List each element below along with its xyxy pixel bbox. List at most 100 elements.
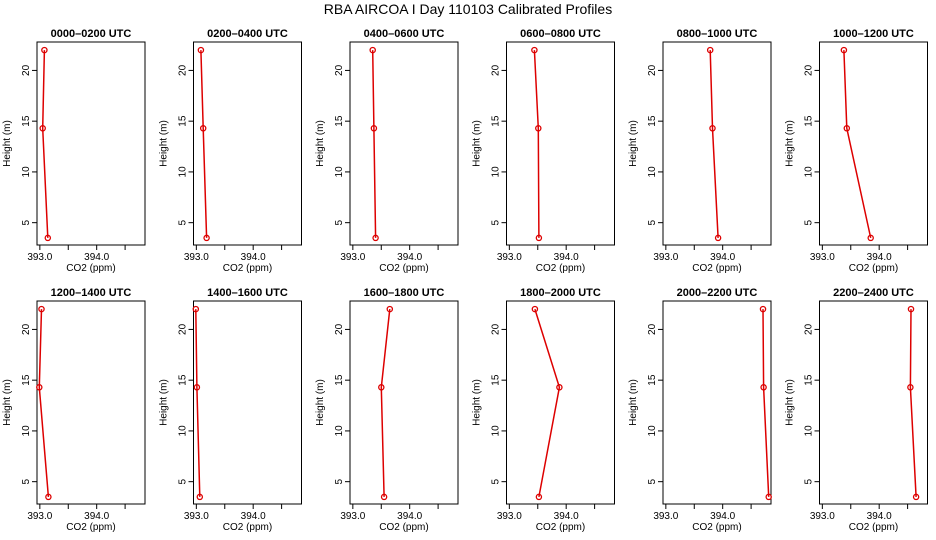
profile-line [38,309,50,497]
y-axis: 5 10 15 20 Height (m) [159,64,194,225]
panel-title: 0200–0400 UTC [207,28,288,40]
profile-line [533,50,540,238]
y-tick-label: 10 [491,166,502,178]
y-axis: 5 10 15 20 Height (m) [628,323,663,484]
y-axis-label: Height (m) [159,379,170,426]
x-tick-label: 394.0 [397,252,422,263]
x-tick-label: 393.0 [653,511,678,522]
profile-point [203,234,210,242]
y-tick-label: 20 [491,64,502,76]
profile-point [44,234,52,242]
y-tick-label: 10 [21,425,32,437]
profile-point [39,125,46,132]
y-tick-label: 10 [804,425,815,437]
y-tick-label: 5 [334,478,345,484]
profile-point [535,234,543,242]
x-tick-label: 393.0 [340,511,365,522]
profile-point [370,125,378,132]
profile-point [380,493,388,501]
profile-line [909,309,917,497]
y-tick-label: 20 [334,323,345,335]
profile-line [195,309,201,497]
profile-point [531,46,538,54]
y-tick-label: 20 [21,64,32,76]
x-tick-label: 393.0 [497,511,522,522]
x-tick-label: 393.0 [810,252,835,263]
y-axis-label: Height (m) [472,120,483,167]
y-tick-label: 5 [178,219,189,225]
y-tick-label: 15 [491,374,502,386]
x-tick-label: 394.0 [84,511,109,522]
profile-line [200,50,208,238]
y-tick-label: 15 [21,374,32,386]
y-axis: 5 10 15 20 Height (m) [2,64,37,225]
y-axis-label: Height (m) [315,120,326,167]
y-tick-label: 15 [491,115,502,127]
y-axis-label: Height (m) [628,120,639,167]
panel-title: 1200–1400 UTC [51,287,132,299]
panel-title: 0400–0600 UTC [364,28,445,40]
x-axis-label: CO2 (ppm) [379,522,428,533]
profile-point [907,384,914,391]
y-axis: 5 10 15 20 Height (m) [785,323,820,484]
x-tick-label: 394.0 [84,252,109,263]
profile-point [196,493,204,501]
y-tick-label: 5 [21,219,32,225]
y-tick-label: 5 [334,219,345,225]
x-axis-label: CO2 (ppm) [223,522,272,533]
y-tick-label: 5 [804,219,815,225]
y-axis: 5 10 15 20 Height (m) [785,64,820,225]
profile-line [762,309,770,497]
y-tick-label: 15 [334,374,345,386]
x-axis-label: CO2 (ppm) [66,263,115,274]
profile-point [197,46,205,54]
y-tick-label: 5 [647,478,658,484]
x-axis-label: CO2 (ppm) [692,522,741,533]
y-axis: 5 10 15 20 Height (m) [472,323,507,484]
plot-frame [349,41,459,246]
x-axis-label: CO2 (ppm) [379,263,428,274]
y-tick-label: 5 [491,219,502,225]
x-tick-label: 393.0 [184,252,209,263]
x-tick-label: 393.0 [340,252,365,263]
profile-point [193,384,201,391]
y-axis-label: Height (m) [628,379,639,426]
x-tick-label: 393.0 [810,511,835,522]
profile-point [38,305,45,313]
x-axis-label: CO2 (ppm) [66,522,115,533]
profile-point [840,46,848,54]
y-tick-label: 15 [804,115,815,127]
y-tick-label: 20 [178,64,189,76]
y-tick-label: 20 [647,64,658,76]
x-tick-label: 394.0 [710,252,735,263]
profile-point [45,493,52,501]
profile-point [706,46,714,54]
profile-point [199,125,207,132]
profile-point [709,125,716,132]
x-axis-label: CO2 (ppm) [849,522,898,533]
panel-title: 0600–0800 UTC [520,28,601,40]
plot-frame [506,41,615,246]
y-tick-label: 20 [21,323,32,335]
x-axis-label: CO2 (ppm) [536,522,585,533]
x-axis-label: CO2 (ppm) [223,263,272,274]
x-axis-label: CO2 (ppm) [692,263,741,274]
y-axis-label: Height (m) [472,379,483,426]
profile-point [759,305,767,313]
y-tick-label: 10 [491,425,502,437]
plot-frame [662,300,772,505]
profile-line [380,309,391,497]
